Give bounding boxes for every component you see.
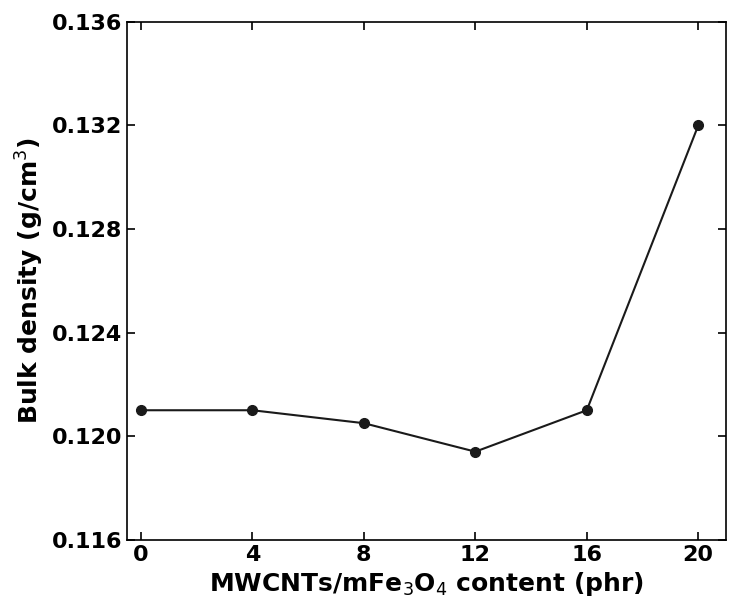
Y-axis label: Bulk density (g/cm$^3$): Bulk density (g/cm$^3$)	[14, 138, 46, 424]
X-axis label: MWCNTs/mFe$_3$O$_4$ content (phr): MWCNTs/mFe$_3$O$_4$ content (phr)	[209, 570, 644, 598]
